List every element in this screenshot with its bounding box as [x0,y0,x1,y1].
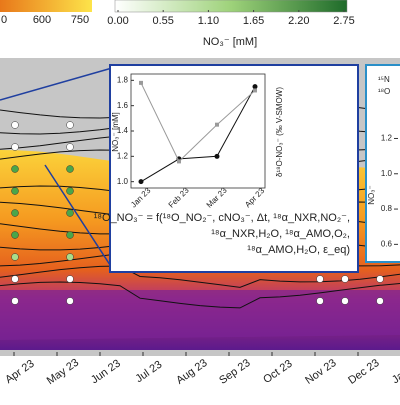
y-tick-label: 1.0 [381,169,393,178]
y-tick-label: 1.6 [117,101,129,110]
x-tick-label: Jan 24 [390,358,400,387]
data-point [252,84,258,90]
x-tick-label: Apr 23 [3,358,36,386]
data-point [215,122,219,127]
y-axis-label: NO₃⁻ [367,185,376,204]
sample-point [66,231,74,239]
sample-point [11,231,19,239]
legend-label: ¹⁵N [378,75,390,84]
x-tick-label: Nov 23 [303,357,338,387]
sample-point [316,275,324,283]
legend-label: ¹⁸O [378,87,390,96]
sample-point [11,209,19,217]
sample-point [11,121,19,129]
colorbar [0,0,92,12]
data-point [253,88,257,93]
data-point [138,179,144,185]
equation: ¹⁸O_NO₃⁻ = f(¹⁸O_NO₂⁻, cNO₃⁻, Δt, ¹⁸α_NX… [94,212,350,224]
data-point [214,153,220,159]
colorbar [114,0,348,13]
data-point [139,80,143,85]
sample-point [11,297,19,305]
sample-point [376,297,384,305]
sample-point [376,275,384,283]
sample-point [66,143,74,151]
colorbar-tick-label: 0 [1,14,7,26]
connector [0,67,113,101]
sample-point [11,187,19,195]
sample-point [66,297,74,305]
y-tick-label: 1.0 [117,177,129,186]
connector [44,164,113,269]
y-tick-label: 1.8 [117,75,129,84]
equation: ¹⁸α_AMO,H₂O, ε_eq) [247,244,350,256]
sample-point [11,253,19,261]
colorbar-tick-label: 2.20 [288,15,309,27]
sample-point [341,275,349,283]
sample-point [66,253,74,261]
sample-point [66,121,74,129]
y-axis-label: NO₃⁻ [mM] [111,112,120,151]
colorbar-tick-label: 2.75 [333,15,354,27]
sample-point [316,297,324,305]
series-line [140,86,256,183]
sample-point [11,143,19,151]
sample-point [66,165,74,173]
y-tick-label: 0.8 [381,204,393,213]
colorbar-tick-label: 0.00 [107,15,128,27]
colorbar-tick-label: 750 [71,14,89,26]
y-tick-label: 1.2 [381,134,393,143]
heatmap [0,290,400,340]
inset-box [109,64,359,273]
contour-line [0,281,400,309]
sample-point [341,297,349,305]
y-tick-label: 1.4 [117,126,129,135]
series-line [140,82,256,163]
equation: ¹⁸α_NXR,H₂O, ¹⁸α_AMO,O₂, [211,228,350,240]
x-tick-label: May 23 [45,357,81,388]
inset: NO₃⁻ [mM] δ¹⁸O-NO₃⁻ (‰ V-SMOW) ¹⁵N ¹⁸O N… [0,64,400,273]
colorbar-tick-label: 1.10 [198,15,219,27]
sample-point [11,165,19,173]
inset-box [365,64,400,263]
colorbar-tick-label: 600 [33,14,51,26]
sample-point [11,275,19,283]
sample-point [66,187,74,195]
x-tick-label: Jun 23 [89,358,123,387]
x-tick-label: Aug 23 [174,357,209,387]
colorbar-tick-label: 1.65 [243,15,264,27]
y2-axis-label: δ¹⁸O-NO₃⁻ (‰ V-SMOW) [275,87,284,177]
y-tick-label: 1.2 [117,151,129,160]
colorbar-tick-label: 0.55 [152,15,173,27]
y-tick-label: 0.6 [381,239,393,248]
colorbar-label: NO₃⁻ [mM] [203,36,257,48]
x-tick-label: Dec 23 [346,357,381,387]
x-tick-label: Oct 23 [261,358,294,386]
x-tick-label: Jul 23 [133,359,164,386]
data-point [177,159,181,164]
sample-point [66,209,74,217]
x-tick-label: Sep 23 [217,357,252,387]
sample-point [66,275,74,283]
contour-line [0,265,400,288]
